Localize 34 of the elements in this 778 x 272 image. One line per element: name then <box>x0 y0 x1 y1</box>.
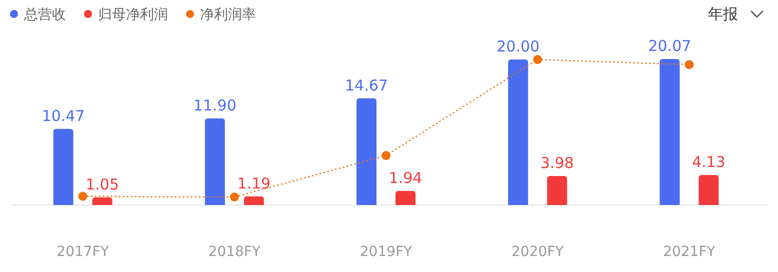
bar <box>92 197 112 205</box>
bar <box>660 59 680 205</box>
data-label: 1.05 <box>86 175 120 194</box>
data-label: 3.98 <box>540 154 574 172</box>
data-label: 1.94 <box>388 168 422 187</box>
x-tick-label: 2020FY <box>511 244 564 260</box>
point <box>382 151 390 160</box>
data-label: 20.00 <box>496 38 540 56</box>
bar <box>396 190 416 205</box>
bar <box>356 98 376 205</box>
legend-label: 总营收 <box>23 7 66 23</box>
data-label: 14.67 <box>345 76 388 94</box>
bar <box>53 128 74 205</box>
data-label: 1.19 <box>237 174 271 192</box>
text: 年报 <box>708 5 738 23</box>
x-tick-label: 2021FY <box>663 244 716 260</box>
x-tick-label: 2018FY <box>208 244 261 260</box>
x-tick-label: 2017FY <box>56 244 110 260</box>
point <box>533 55 542 64</box>
bar <box>244 196 264 205</box>
legend-label: 归母净利润 <box>98 7 168 23</box>
point <box>230 192 239 202</box>
bar <box>508 60 528 205</box>
bar <box>547 176 568 205</box>
point <box>78 192 88 201</box>
point <box>684 60 694 70</box>
data-label: 4.13 <box>692 152 726 171</box>
legend-label: 净利润率 <box>200 7 256 23</box>
x-tick-label: 2019FY <box>360 244 413 260</box>
bar <box>698 174 719 205</box>
data-label: 11.90 <box>193 96 236 114</box>
data-label: 10.47 <box>42 106 85 125</box>
bar <box>204 118 225 205</box>
data-label: 20.07 <box>648 37 692 55</box>
